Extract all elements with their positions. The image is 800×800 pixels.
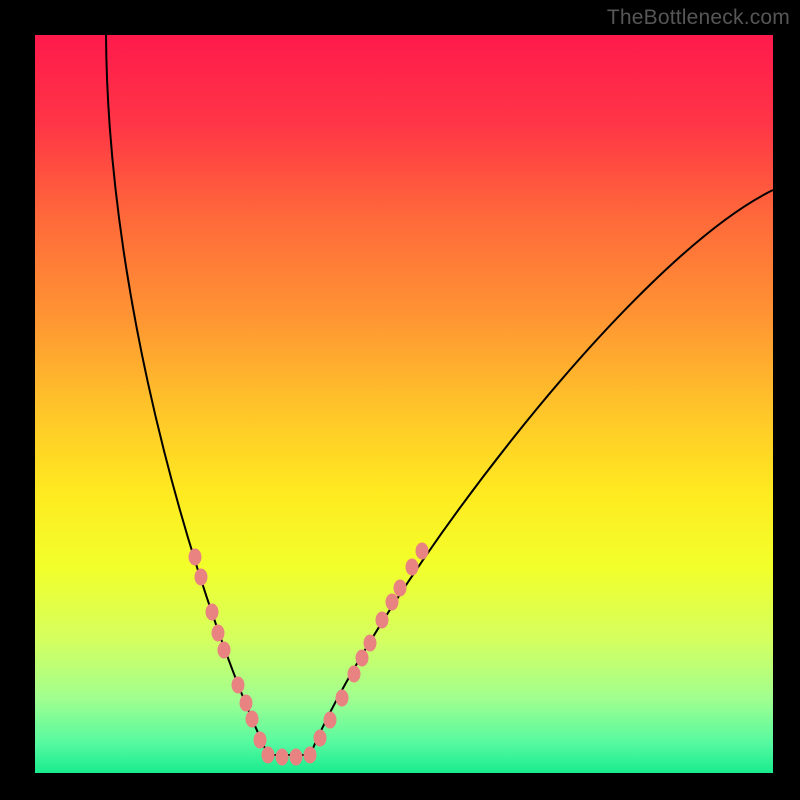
data-point [218,642,231,659]
data-point [376,612,389,629]
data-point [356,650,369,667]
chart-wrapper: TheBottleneck.com [0,0,800,800]
data-point [304,747,317,764]
data-point [246,711,259,728]
data-point [240,695,253,712]
data-point [206,604,219,621]
data-point [416,543,429,560]
data-point [348,666,361,683]
chart-svg [0,0,800,800]
data-point [189,549,202,566]
data-point [324,712,337,729]
data-point [314,730,327,747]
data-point [254,732,267,749]
plot-background [35,35,773,773]
data-point [290,749,303,766]
data-point [364,635,377,652]
data-point [195,569,208,586]
data-point [232,677,245,694]
data-point [406,559,419,576]
watermark: TheBottleneck.com [607,6,790,30]
data-point [276,749,289,766]
data-point [212,625,225,642]
data-point [336,690,349,707]
data-point [386,594,399,611]
data-point [394,580,407,597]
data-point [262,747,275,764]
